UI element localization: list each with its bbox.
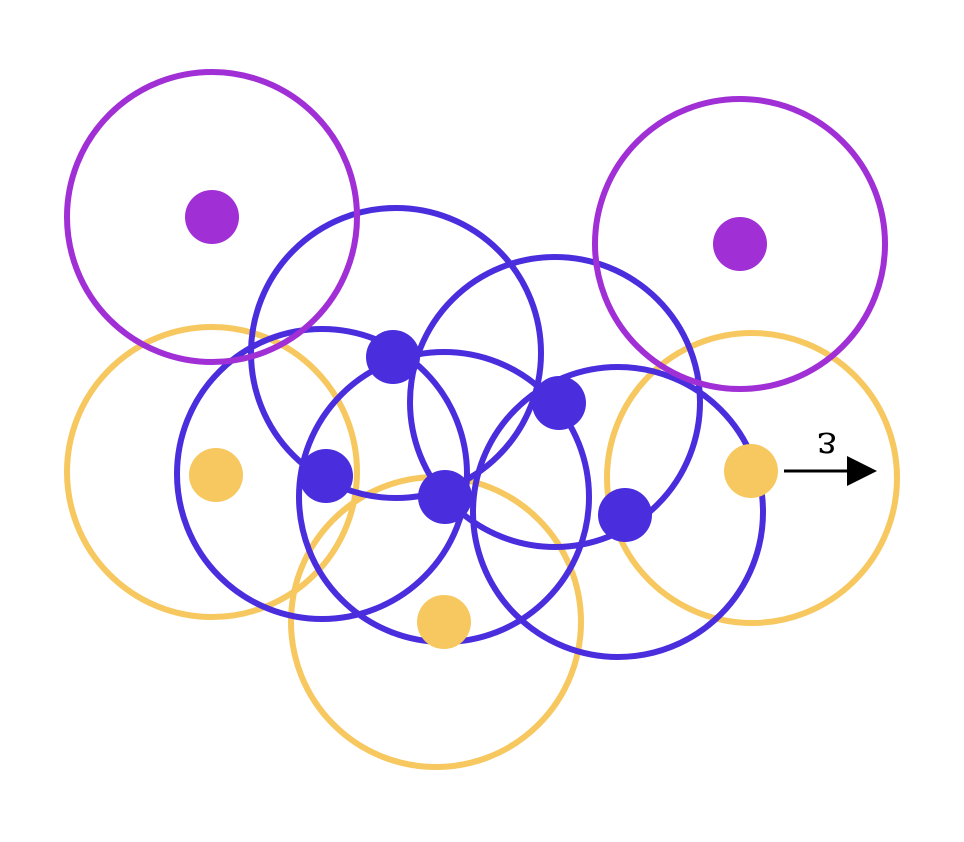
core-ring-upper-right — [407, 254, 703, 550]
noise-point-right — [713, 217, 767, 271]
border-point-right — [724, 444, 778, 498]
core-ring-left — [174, 326, 470, 622]
border-point-left — [189, 448, 243, 502]
core-ring-top — [248, 205, 544, 501]
core-point-left — [299, 449, 353, 503]
noise-ring-right — [592, 96, 888, 392]
border-ring-right — [604, 330, 900, 626]
core-ring-lower-right — [470, 364, 766, 660]
noise-ring-left — [64, 69, 360, 365]
core-point-lower-right — [598, 488, 652, 542]
epsilon-label: ε — [817, 424, 837, 468]
core-point-center — [418, 470, 472, 524]
core-point-upper-right — [532, 376, 586, 430]
border-ring-left — [64, 324, 360, 620]
noise-point-left — [185, 190, 239, 244]
core-point-top — [366, 330, 420, 384]
border-point-bottom — [417, 595, 471, 649]
